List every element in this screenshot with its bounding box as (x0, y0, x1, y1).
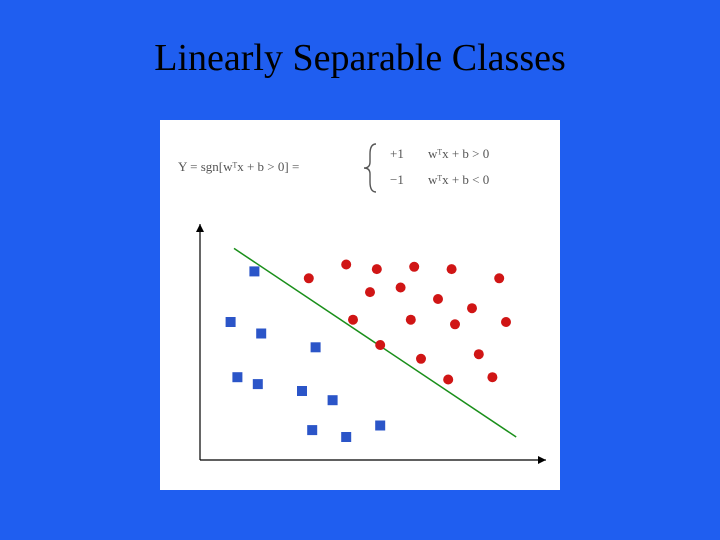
point-class-b (487, 372, 497, 382)
point-class-b (450, 319, 460, 329)
point-class-a (253, 379, 263, 389)
point-class-a (341, 432, 351, 442)
point-class-b (467, 303, 477, 313)
formula-text: Y = sgn[wᵀx + b > 0] = +1 wᵀx + b > 0 −1… (178, 144, 489, 192)
point-class-b (304, 273, 314, 283)
x-axis-arrow-icon (538, 456, 546, 464)
formula-case1-cond: wᵀx + b > 0 (428, 146, 489, 161)
point-class-a (249, 266, 259, 276)
point-class-b (372, 264, 382, 274)
formula-case2-val: −1 (390, 172, 404, 187)
content-panel: Y = sgn[wᵀx + b > 0] = +1 wᵀx + b > 0 −1… (160, 120, 560, 490)
point-class-b (348, 315, 358, 325)
point-class-b (365, 287, 375, 297)
formula-case1-val: +1 (390, 146, 404, 161)
formula: Y = sgn[wᵀx + b > 0] = +1 wᵀx + b > 0 −1… (178, 138, 542, 198)
point-class-a (328, 395, 338, 405)
point-class-b (501, 317, 511, 327)
point-class-b (375, 340, 385, 350)
y-axis-arrow-icon (196, 224, 204, 232)
point-class-b (341, 260, 351, 270)
page-title: Linearly Separable Classes (0, 36, 720, 80)
point-class-a (256, 329, 266, 339)
brace-icon (364, 144, 376, 192)
scatter-chart (160, 210, 560, 490)
point-class-b (433, 294, 443, 304)
point-class-b (447, 264, 457, 274)
point-class-b (396, 283, 406, 293)
point-class-b (443, 375, 453, 385)
point-class-b (494, 273, 504, 283)
point-class-b (406, 315, 416, 325)
formula-lhs: Y = sgn[wᵀx + b > 0] = (178, 159, 299, 174)
point-class-a (232, 372, 242, 382)
point-class-b (416, 354, 426, 364)
slide: Linearly Separable Classes Y = sgn[wᵀx +… (0, 0, 720, 540)
point-class-a (311, 342, 321, 352)
point-class-a (226, 317, 236, 327)
formula-case2-cond: wᵀx + b < 0 (428, 172, 489, 187)
point-class-b (474, 349, 484, 359)
point-class-a (307, 425, 317, 435)
point-class-a (375, 421, 385, 431)
separator-line (234, 248, 516, 437)
point-class-b (409, 262, 419, 272)
point-class-a (297, 386, 307, 396)
